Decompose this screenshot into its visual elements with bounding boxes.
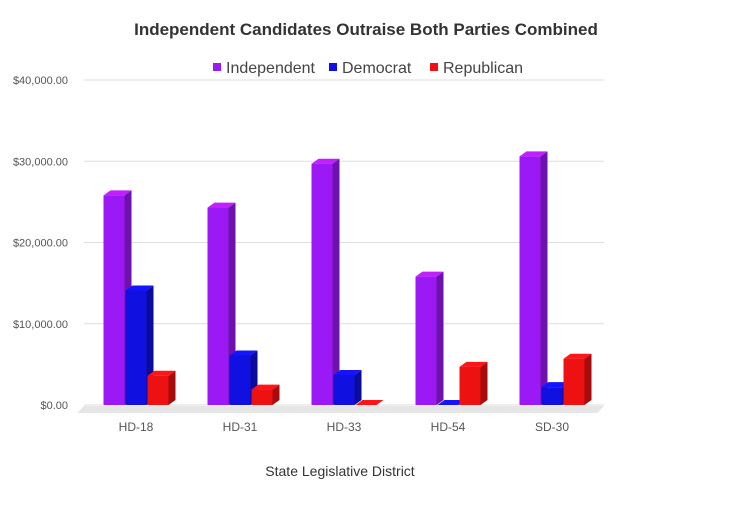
bar [437,400,466,405]
bar [251,384,280,405]
bar-front [125,290,147,405]
bar-front [311,163,333,405]
legend-swatch [430,63,438,71]
bar-front [415,276,437,405]
bar [415,271,444,405]
bar-top [437,400,466,405]
x-tick-label: HD-31 [223,420,258,434]
bar-front [519,156,541,405]
bar-top [147,370,176,376]
bar [207,202,236,405]
bar-side [168,370,176,405]
x-tick-label: HD-54 [431,420,466,434]
y-tick-label: $40,000.00 [13,75,68,87]
legend-item: Republican [430,60,523,77]
floor-plane [77,406,604,413]
chart-floor [77,406,604,413]
legend-item: Democrat [329,60,412,77]
bar [147,370,176,405]
bar-side [354,369,362,405]
bar-side [540,151,548,405]
y-axis-tick-labels: $0.00 $10,000.00 $20,000.00 $30,000.00 $40,0… [13,75,68,412]
bar-front [103,195,125,405]
bar [563,353,592,405]
bar-side [332,158,340,405]
bar-top [563,353,592,359]
legend-label: Independent [226,60,316,77]
bar-front [541,387,563,405]
x-axis-label: State Legislative District [265,463,415,479]
bar-top [459,361,488,367]
bars [103,151,592,405]
bar-top [207,202,236,208]
bar-side [272,384,280,405]
bar-top [415,271,444,277]
legend-swatch [329,63,337,71]
legend-label: Democrat [342,60,412,77]
legend-label: Republican [443,60,523,77]
bar-top [125,285,154,291]
bar-front [251,389,273,405]
x-tick-label: SD-30 [535,420,569,434]
bar-top [541,382,570,388]
chart-title: Independent Candidates Outraise Both Par… [134,20,598,39]
bar-top [519,151,548,157]
legend: Independent Democrat Republican [213,60,523,77]
bar [311,158,340,405]
bar-side [584,353,592,405]
legend-swatch [213,63,221,71]
bar [333,369,362,405]
bar [355,400,384,405]
y-tick-label: $20,000.00 [13,238,68,250]
bar-front [563,358,585,405]
y-tick-label: $30,000.00 [13,156,68,168]
bar-top [103,190,132,196]
bar [519,151,548,405]
bar-top [229,350,258,356]
bar-front [207,207,229,405]
bar [459,361,488,405]
x-tick-label: HD-18 [119,420,154,434]
x-tick-label: HD-33 [327,420,362,434]
legend-item: Independent [213,60,316,77]
y-tick-label: $10,000.00 [13,319,68,331]
bar-side [480,361,488,405]
bar-front [229,355,251,405]
bar-top [311,158,340,164]
gridlines [84,79,604,406]
bar-top [251,384,280,390]
bar-side [436,271,444,405]
bar-top [333,369,362,375]
bar-front [459,366,481,405]
bar-front [333,374,355,405]
bar-top [355,400,384,405]
x-axis-tick-labels: HD-18 HD-31 HD-33 HD-54 SD-30 [119,420,570,434]
bar-front [147,375,169,405]
y-tick-label: $0.00 [40,400,68,412]
